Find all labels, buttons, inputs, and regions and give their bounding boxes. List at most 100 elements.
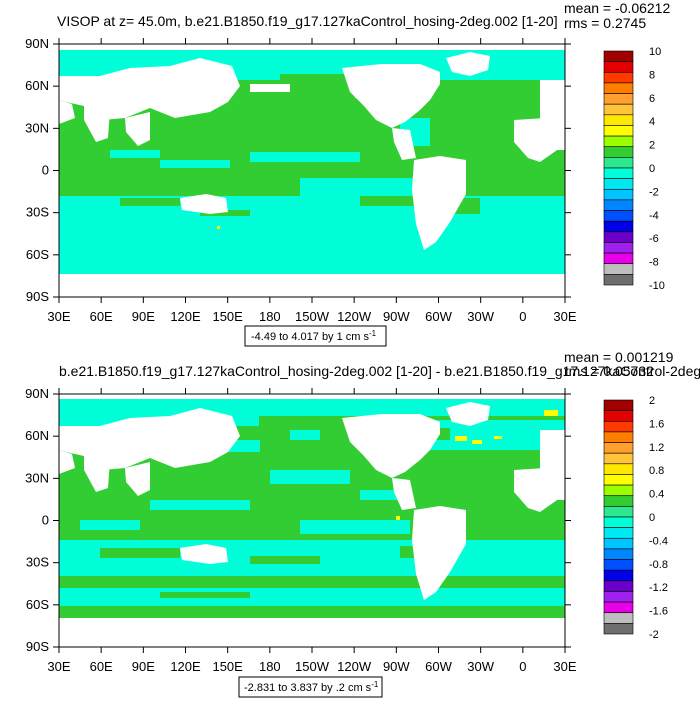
colorbar-swatch bbox=[603, 157, 634, 169]
colorbar-label: -4 bbox=[649, 210, 659, 222]
x-tick-label: 120E bbox=[170, 659, 201, 674]
colorbar-swatch bbox=[603, 61, 634, 73]
colorbar-swatch bbox=[603, 399, 634, 411]
colorbar-swatch bbox=[603, 82, 634, 94]
y-tick-label: 30N bbox=[25, 120, 49, 135]
panel-2-range-box: -2.831 to 3.837 by .2 cm s-1 bbox=[238, 676, 383, 698]
x-tick-label: 120W bbox=[337, 309, 372, 324]
colorbar-label: -0.8 bbox=[649, 559, 668, 571]
panel-1-rms: rms = 0.2745 bbox=[564, 15, 646, 31]
panel-2-title: b.e21.B1850.f19_g17.127kaControl_hosing-… bbox=[59, 363, 700, 379]
x-tick-label: 30E bbox=[47, 309, 70, 324]
y-tick-label: 30S bbox=[26, 205, 49, 220]
colorbar-swatch bbox=[603, 167, 634, 179]
x-tick-label: 30W bbox=[467, 309, 494, 324]
y-tick-label: 90N bbox=[25, 386, 49, 401]
colorbar-swatch bbox=[603, 178, 634, 190]
panel-2-yellow-anomalies bbox=[396, 410, 558, 520]
colorbar-swatch bbox=[603, 431, 634, 443]
colorbar-swatch bbox=[603, 559, 634, 571]
x-tick-label: 150W bbox=[295, 309, 330, 324]
colorbar-swatch bbox=[603, 125, 634, 137]
panel-1-land bbox=[59, 44, 565, 297]
colorbar-swatch bbox=[603, 410, 634, 422]
colorbar-swatch bbox=[603, 103, 634, 116]
colorbar-label: -0.4 bbox=[649, 535, 668, 547]
panel-1-axes: 30E 60E 90E 120E 150E 180 150W 120W 90W 60W 30W 0 30… bbox=[25, 36, 577, 324]
panel-2: b.e21.B1850.f19_g17.127kaControl_hosing-… bbox=[25, 349, 700, 698]
colorbar-swatch bbox=[603, 231, 634, 243]
panel-1-map bbox=[59, 44, 565, 297]
x-tick-label: 150E bbox=[212, 659, 243, 674]
y-tick-label: 30S bbox=[26, 555, 49, 570]
y-tick-label: 60S bbox=[26, 597, 49, 612]
colorbar-label: -1.6 bbox=[649, 606, 668, 618]
colorbar-swatch bbox=[603, 452, 634, 465]
colorbar-swatch bbox=[603, 50, 634, 62]
x-tick-label: 60E bbox=[90, 309, 113, 324]
panel-2-land bbox=[59, 394, 565, 647]
colorbar-swatch bbox=[603, 591, 634, 603]
y-tick-label: 60S bbox=[26, 247, 49, 262]
colorbar-label: -8 bbox=[649, 257, 659, 269]
colorbar-swatch bbox=[603, 135, 634, 148]
y-tick-label: 90S bbox=[26, 639, 49, 654]
y-tick-label: 0 bbox=[42, 163, 49, 178]
panel-1-title: VISOP at z= 45.0m, b.e21.B1850.f19_g17.1… bbox=[57, 13, 558, 29]
x-tick-label: 180 bbox=[259, 659, 281, 674]
panel-2-colorbar: 2 1.6 1.2 0.8 0.4 0 -0.4 -0.8 -1.2 -1.6 -2 bbox=[603, 395, 668, 641]
x-tick-label: 0 bbox=[519, 309, 526, 324]
panel-1-range-text: -4.49 to 4.017 by 1 cm s-1 bbox=[251, 329, 377, 343]
x-tick-label: 120W bbox=[337, 659, 372, 674]
panel-1-yellow-spot bbox=[217, 226, 220, 229]
panel-2-map bbox=[59, 394, 565, 647]
colorbar-swatch bbox=[603, 252, 634, 265]
panel-1-mean: mean = -0.06212 bbox=[564, 0, 670, 16]
colorbar-swatch bbox=[603, 210, 634, 222]
colorbar-label: -1.2 bbox=[649, 582, 668, 594]
colorbar-swatch bbox=[603, 537, 634, 550]
colorbar-swatch bbox=[603, 474, 634, 486]
colorbar-label: 1.6 bbox=[649, 418, 664, 430]
x-tick-label: 30E bbox=[553, 309, 576, 324]
y-tick-label: 90N bbox=[25, 36, 49, 51]
colorbar-swatch bbox=[603, 146, 634, 158]
x-tick-label: 30W bbox=[467, 659, 494, 674]
y-tick-label: 60N bbox=[25, 428, 49, 443]
colorbar-swatch bbox=[603, 548, 634, 560]
y-tick-label: 0 bbox=[42, 513, 49, 528]
y-tick-label: 60N bbox=[25, 78, 49, 93]
colorbar-label: -2 bbox=[649, 629, 659, 641]
colorbar-swatch bbox=[603, 527, 634, 539]
x-tick-label: 90W bbox=[383, 309, 410, 324]
colorbar-swatch bbox=[603, 188, 634, 201]
colorbar-swatch bbox=[603, 506, 634, 518]
colorbar-swatch bbox=[603, 274, 634, 286]
colorbar-swatch bbox=[603, 612, 634, 624]
colorbar-swatch bbox=[603, 420, 634, 433]
colorbar-label: 2 bbox=[649, 395, 655, 407]
x-tick-label: 180 bbox=[259, 309, 281, 324]
colorbar-swatch bbox=[603, 442, 634, 454]
colorbar-swatch bbox=[603, 71, 634, 84]
x-tick-label: 60E bbox=[90, 659, 113, 674]
colorbar-label: 10 bbox=[649, 46, 661, 58]
colorbar-swatch bbox=[603, 516, 634, 528]
colorbar-label: 0.8 bbox=[649, 465, 664, 477]
colorbar-swatch bbox=[603, 463, 634, 475]
colorbar-swatch bbox=[603, 484, 634, 497]
colorbar-label: -6 bbox=[649, 233, 659, 245]
colorbar-label: 8 bbox=[649, 69, 655, 81]
y-tick-label: 90S bbox=[26, 289, 49, 304]
x-tick-label: 90E bbox=[132, 659, 155, 674]
x-tick-label: 0 bbox=[519, 659, 526, 674]
colorbar-swatch bbox=[603, 601, 634, 614]
colorbar-swatch bbox=[603, 93, 634, 105]
colorbar-swatch bbox=[603, 242, 634, 254]
colorbar-swatch bbox=[603, 623, 634, 635]
x-tick-label: 60W bbox=[425, 659, 452, 674]
colorbar-swatch bbox=[603, 495, 634, 507]
colorbar-label: -2 bbox=[649, 186, 659, 198]
colorbar-label: 4 bbox=[649, 116, 655, 128]
colorbar-label: 1.2 bbox=[649, 442, 664, 454]
